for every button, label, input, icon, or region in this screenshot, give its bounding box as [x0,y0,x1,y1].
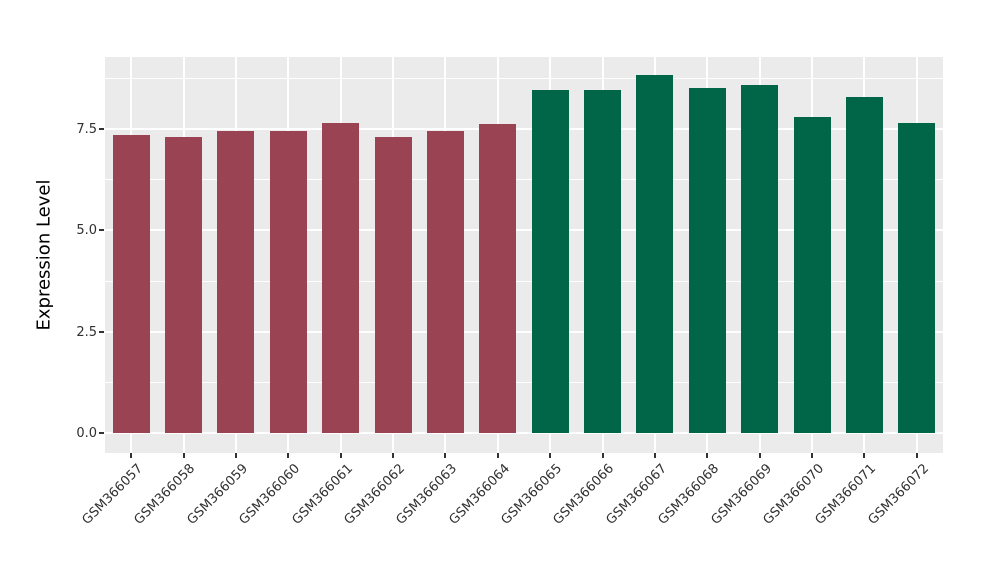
bar-GSM366069 [741,84,779,433]
x-tick-mark [706,453,709,458]
y-tick-mark [99,432,104,434]
x-tick-mark [234,453,237,458]
y-axis-title: Expression Level [33,179,55,331]
bar-GSM366065 [531,89,569,433]
gridline-major-y [105,330,943,333]
bar-GSM366063 [426,130,464,433]
plot-panel [105,57,943,453]
bar-GSM366071 [845,97,883,433]
gridline-major-y [105,127,943,130]
gridline-minor-y [105,179,943,181]
gridline-minor-y [105,280,943,282]
x-tick-mark [339,453,342,458]
bar-GSM366060 [269,130,307,433]
x-tick-mark [653,453,656,458]
x-tick-mark [496,453,499,458]
bar-GSM366058 [165,137,203,433]
gridline-major-y [105,432,943,434]
x-tick-mark [811,453,814,458]
gridline-major-y [105,229,943,231]
x-tick-mark [549,453,552,458]
bar-GSM366064 [479,123,517,433]
x-tick-mark [392,453,395,458]
x-tick-mark [863,453,866,458]
x-tick-mark [287,453,290,458]
x-tick-mark [758,453,761,458]
y-tick-label: 7.5 [76,121,97,137]
x-tick-mark [182,453,185,458]
bar-GSM366066 [584,89,622,433]
x-tick-mark [915,453,918,458]
y-tick-mark [99,330,104,333]
gridline-minor-y [105,382,943,384]
y-tick-label: 5.0 [76,223,97,238]
bar-GSM366057 [112,134,150,433]
bar-GSM366059 [217,131,255,433]
bar-GSM366061 [322,122,360,433]
y-tick-label: 0.0 [76,426,97,441]
x-tick-mark [444,453,447,458]
bar-GSM366070 [793,117,831,433]
bar-GSM366068 [688,87,726,433]
y-tick-mark [99,229,104,231]
x-tick-mark [601,453,604,458]
gridline-minor-y [105,77,943,79]
bar-GSM366072 [898,122,936,433]
bar-GSM366062 [374,137,412,433]
y-tick-label: 2.5 [76,324,97,340]
bar-GSM366067 [636,74,674,433]
y-tick-mark [99,127,104,130]
x-tick-mark [130,453,133,458]
